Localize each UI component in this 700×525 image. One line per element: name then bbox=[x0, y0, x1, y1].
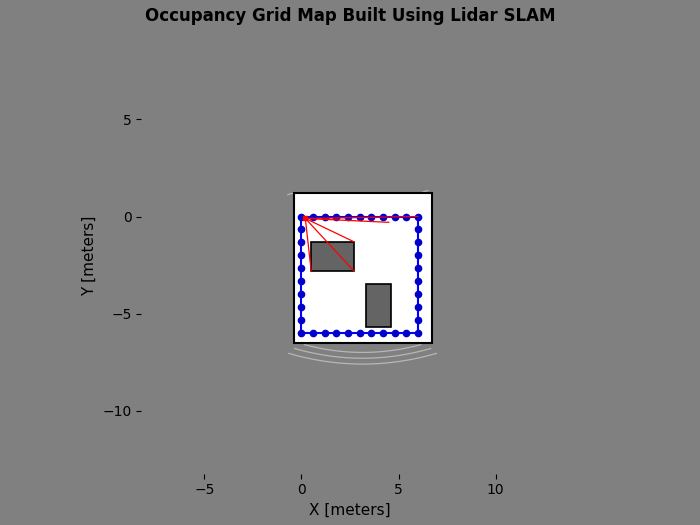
Bar bbox=[294, 193, 431, 343]
Bar bbox=[365, 285, 391, 327]
X-axis label: X [meters]: X [meters] bbox=[309, 503, 391, 518]
Bar bbox=[312, 242, 354, 271]
Bar bbox=[302, 216, 418, 333]
Title: Occupancy Grid Map Built Using Lidar SLAM: Occupancy Grid Map Built Using Lidar SLA… bbox=[145, 7, 555, 25]
Y-axis label: Y [meters]: Y [meters] bbox=[82, 215, 97, 296]
